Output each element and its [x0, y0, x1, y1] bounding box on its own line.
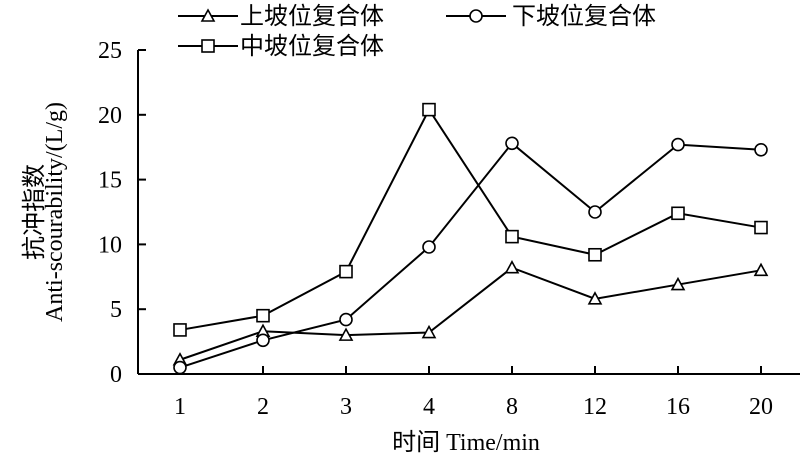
legend-label-lower-slope: 下坡位复合体: [512, 3, 656, 30]
y-axis-title-en: Anti-scourability/(L/g): [42, 102, 68, 322]
x-tick-label: 4: [423, 394, 435, 420]
circle-point: [754, 142, 768, 157]
triangle-point: [587, 291, 603, 305]
triangle-point: [421, 324, 437, 339]
x-tick-label: 3: [340, 394, 352, 420]
square-point: [256, 308, 270, 323]
series-line-circle: [179, 141, 762, 369]
circle-point: [339, 312, 353, 327]
legend-item-middle-slope: 中坡位复合体: [178, 33, 384, 60]
x-tick-label: 1: [174, 394, 186, 420]
square-point: [671, 206, 685, 221]
y-axis-title-cn: 抗冲指数: [21, 164, 48, 260]
legend-label-middle-slope: 中坡位复合体: [240, 33, 384, 60]
y-tick-label: 5: [110, 297, 122, 323]
legend-item-upper-slope: 上坡位复合体: [178, 3, 384, 30]
triangle-marker-icon: [200, 8, 216, 22]
x-tick-label: 16: [666, 394, 690, 420]
y-tick-label: 10: [98, 232, 122, 258]
legend-label-upper-slope: 上坡位复合体: [240, 3, 384, 30]
square-point: [173, 323, 187, 337]
y-tick-label: 0: [110, 362, 122, 388]
y-ticks: 0 5 10 15 20 25: [98, 38, 146, 388]
series-group: [172, 102, 769, 375]
x-tick-label: 12: [583, 394, 607, 420]
circle-point: [422, 240, 436, 254]
triangle-point: [670, 276, 686, 291]
square-point: [588, 247, 602, 262]
triangle-point: [338, 327, 354, 341]
x-ticks: 1 2 3 4 8 12 16 20: [174, 366, 773, 420]
legend: 上坡位复合体 下坡位复合体 中坡位复合体: [178, 3, 656, 60]
series-square: [173, 102, 768, 337]
x-axis-title: 时间 Time/min: [392, 429, 540, 456]
square-point: [505, 229, 519, 244]
square-marker-icon: [201, 39, 215, 53]
series-circle: [173, 136, 768, 375]
circle-point: [505, 136, 519, 151]
square-point: [422, 102, 436, 117]
circle-point: [588, 205, 602, 219]
x-tick-label: 2: [257, 394, 269, 420]
x-tick-label: 20: [749, 394, 773, 420]
x-tick-label: 8: [506, 394, 518, 420]
circle-point: [173, 360, 187, 375]
y-tick-label: 25: [98, 38, 122, 64]
series-line-square: [179, 107, 762, 331]
triangle-point: [504, 260, 520, 274]
triangle-point: [753, 262, 769, 277]
series-line-triangle: [179, 266, 762, 361]
square-point: [754, 220, 768, 235]
y-tick-label: 20: [98, 103, 122, 129]
square-point: [339, 264, 353, 279]
circle-point: [671, 137, 685, 152]
circle-marker-icon: [469, 9, 483, 23]
circle-point: [256, 333, 270, 348]
y-tick-label: 15: [98, 168, 122, 194]
y-axis-title: 抗冲指数: [21, 164, 48, 260]
legend-item-lower-slope: 下坡位复合体: [446, 3, 656, 30]
